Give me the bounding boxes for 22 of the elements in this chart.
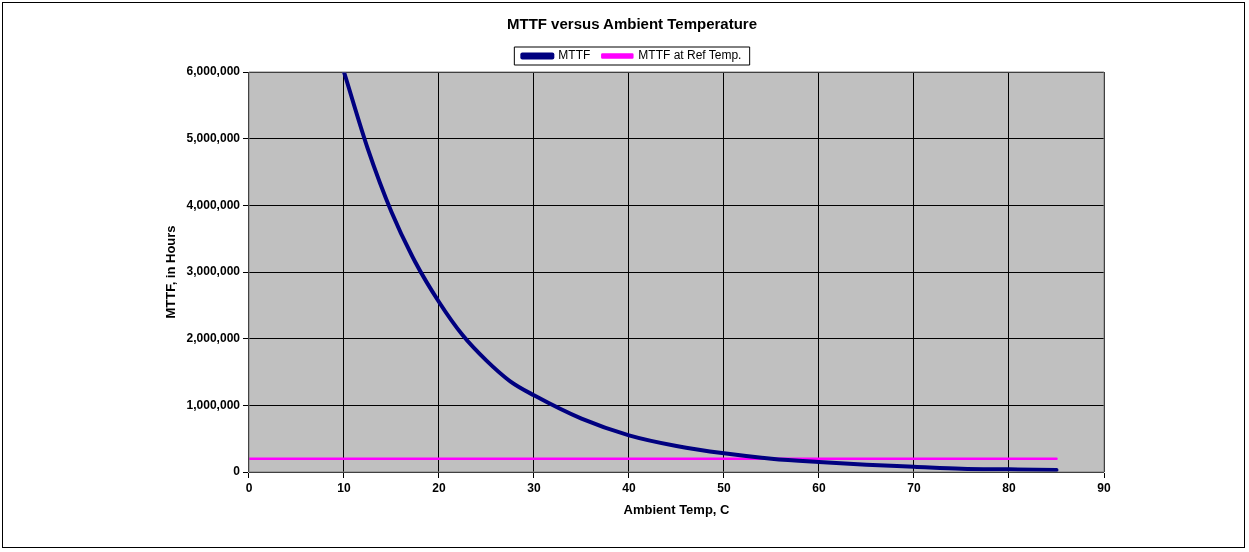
y-axis-title: MTTF, in Hours — [163, 225, 179, 319]
legend-label: MTTF at Ref Temp. — [638, 48, 742, 63]
x-tick-label: 20 — [432, 480, 446, 495]
x-tick-label: 60 — [812, 480, 826, 495]
y-tick-label: 4,000,000 — [186, 197, 241, 212]
x-tick-label: 80 — [1002, 480, 1016, 495]
y-tick-label: 1,000,000 — [186, 397, 241, 412]
x-tick-label: 0 — [245, 480, 253, 495]
y-tick-label: 2,000,000 — [186, 330, 241, 345]
y-tick-label: 0 — [233, 464, 241, 479]
y-tick-label: 3,000,000 — [186, 264, 241, 279]
x-tick-label: 90 — [1097, 480, 1111, 495]
x-tick-label: 10 — [337, 480, 351, 495]
y-tick-label: 6,000,000 — [186, 64, 241, 79]
x-tick-label: 50 — [717, 480, 731, 495]
legend-label: MTTF — [558, 48, 591, 63]
x-tick-label: 30 — [527, 480, 541, 495]
x-tick-label: 40 — [622, 480, 636, 495]
chart-title: MTTF versus Ambient Temperature — [506, 15, 758, 33]
x-axis-title: Ambient Temp, C — [623, 501, 731, 517]
x-tick-label: 70 — [907, 480, 921, 495]
y-tick-label: 5,000,000 — [186, 130, 241, 145]
